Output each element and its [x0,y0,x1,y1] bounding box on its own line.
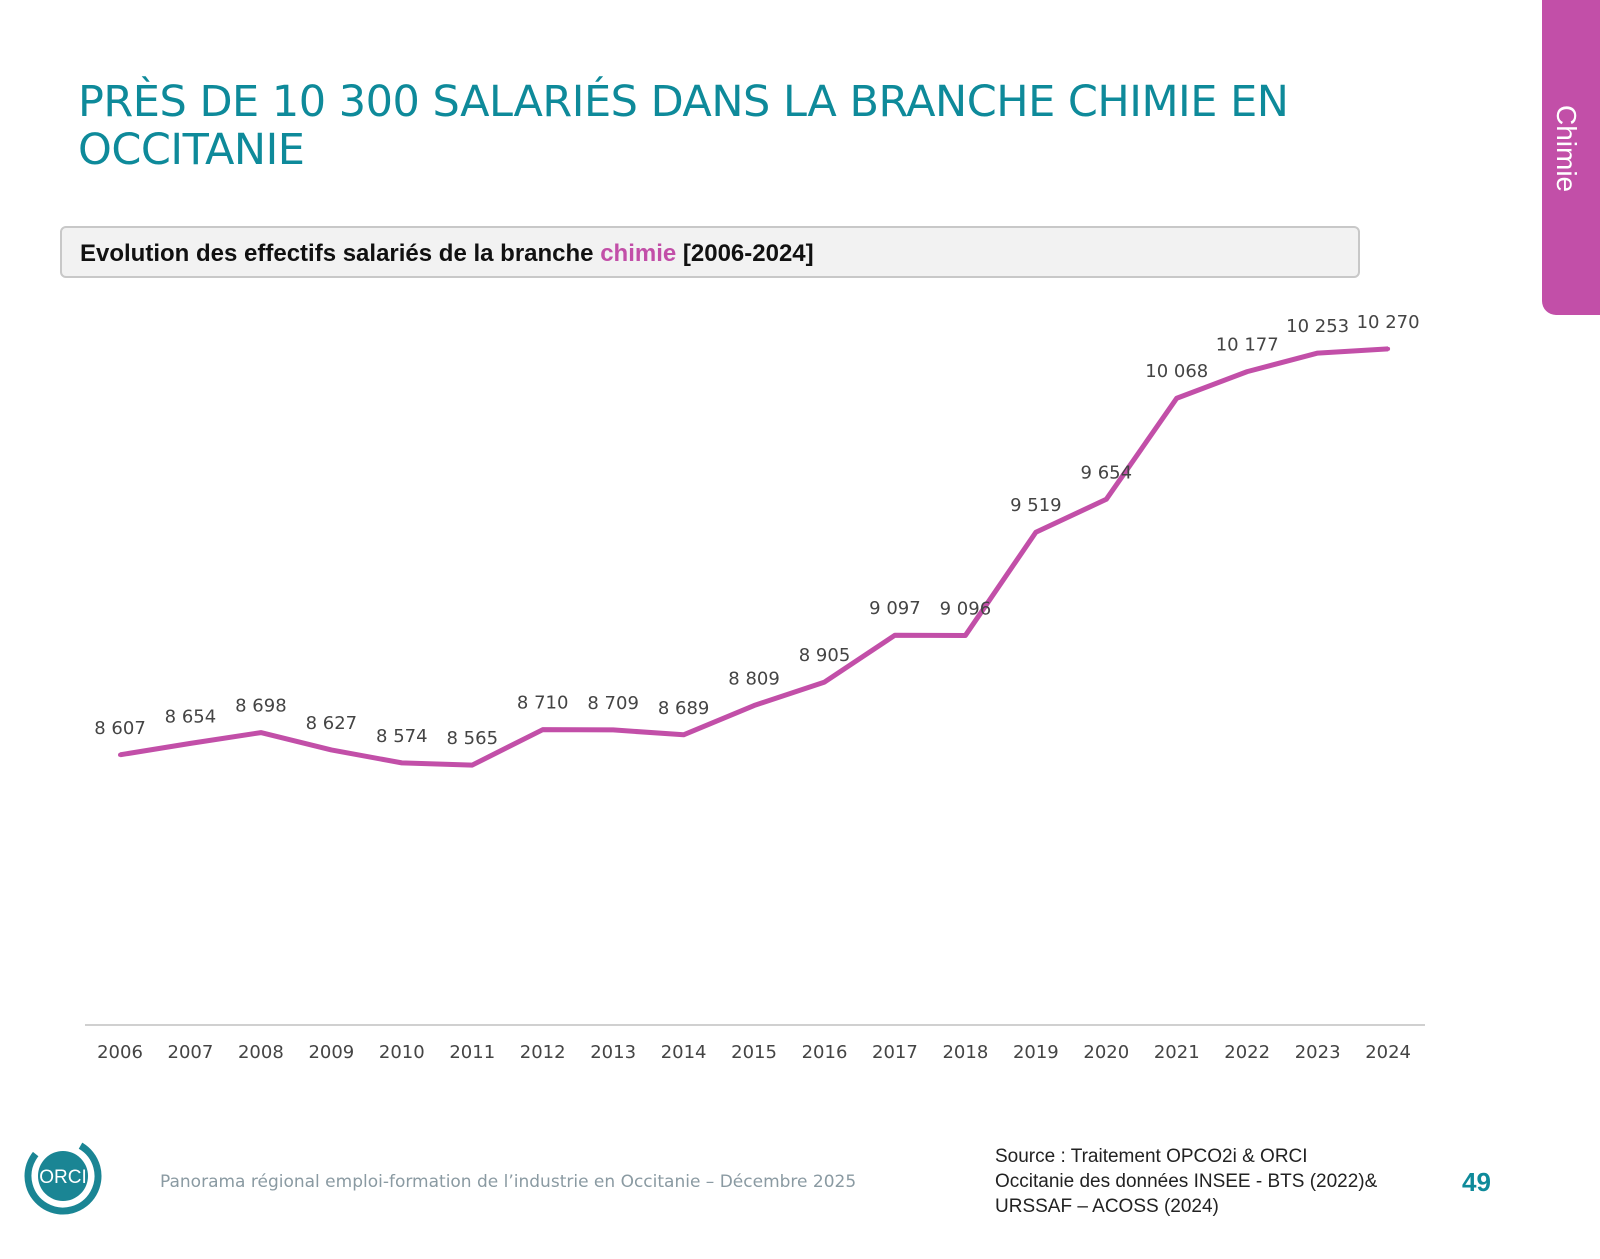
data-label: 8 627 [306,713,358,734]
x-tick-label: 2019 [1013,1042,1059,1063]
data-label: 9 519 [1010,495,1062,516]
data-label: 9 096 [940,598,992,619]
data-point [399,760,404,765]
data-point [963,633,968,638]
chart-title: Evolution des effectifs salariés de la b… [80,240,814,267]
data-point [470,763,475,768]
data-label: 8 654 [165,706,217,727]
data-point [611,727,616,732]
data-point [1386,346,1391,351]
x-tick-label: 2021 [1154,1042,1200,1063]
footer-text: Panorama régional emploi-formation de l’… [160,1172,857,1192]
x-tick-label: 2011 [449,1042,495,1063]
data-point [258,730,263,735]
x-tick-label: 2020 [1083,1042,1129,1063]
data-point [822,680,827,685]
data-point [1174,396,1179,401]
x-tick-label: 2015 [731,1042,777,1063]
svg-text:ORCI: ORCI [39,1167,87,1188]
data-point [681,732,686,737]
data-point [1315,351,1320,356]
x-tick-label: 2007 [168,1042,214,1063]
data-label: 9 097 [869,598,921,619]
source-note: Source : Traitement OPCO2i & ORCI Occita… [995,1146,1378,1217]
data-label: 8 809 [728,669,780,690]
data-point [118,752,122,757]
data-point [1104,497,1109,502]
data-label: 8 607 [94,718,146,739]
x-tick-label: 2012 [520,1042,566,1063]
x-tick-label: 2010 [379,1042,425,1063]
data-point [540,727,545,732]
chart-title-highlight: chimie [600,240,677,267]
x-tick-label: 2018 [942,1042,988,1063]
x-tick-label: 2016 [802,1042,848,1063]
data-point [892,633,897,638]
page-number: 49 [1462,1167,1491,1197]
data-point [1033,530,1038,535]
x-tick-label: 2024 [1365,1042,1411,1063]
data-label: 10 177 [1216,335,1279,356]
orci-logo: ORCI [24,1137,102,1215]
data-label: 8 698 [235,696,287,717]
x-tick-label: 2009 [308,1042,354,1063]
data-label: 10 270 [1357,312,1420,333]
chart-title-box: Evolution des effectifs salariés de la b… [60,226,1360,278]
section-tab-chimie: Chimie [1542,0,1600,315]
x-tick-label: 2008 [238,1042,284,1063]
data-point [188,741,193,746]
x-tick-label: 2023 [1295,1042,1341,1063]
data-point [329,747,334,752]
x-tick-label: 2013 [590,1042,636,1063]
data-label: 9 654 [1081,462,1133,483]
page-title: PRÈS DE 10 300 SALARIÉS DANS LA BRANCHE … [78,77,1289,175]
data-label: 10 253 [1286,316,1349,337]
data-point [1245,369,1250,374]
x-tick-label: 2017 [872,1042,918,1063]
data-label: 8 689 [658,698,710,719]
data-label: 8 905 [799,645,851,666]
series-line [119,346,1389,768]
data-label: 8 574 [376,726,428,747]
data-label: 8 710 [517,693,569,714]
x-tick-label: 2006 [97,1042,143,1063]
data-label: 8 709 [587,693,639,714]
x-tick-label: 2022 [1224,1042,1270,1063]
data-label: 8 565 [446,728,498,749]
x-tick-label: 2014 [661,1042,707,1063]
data-point [752,703,757,708]
data-label: 10 068 [1145,361,1208,382]
